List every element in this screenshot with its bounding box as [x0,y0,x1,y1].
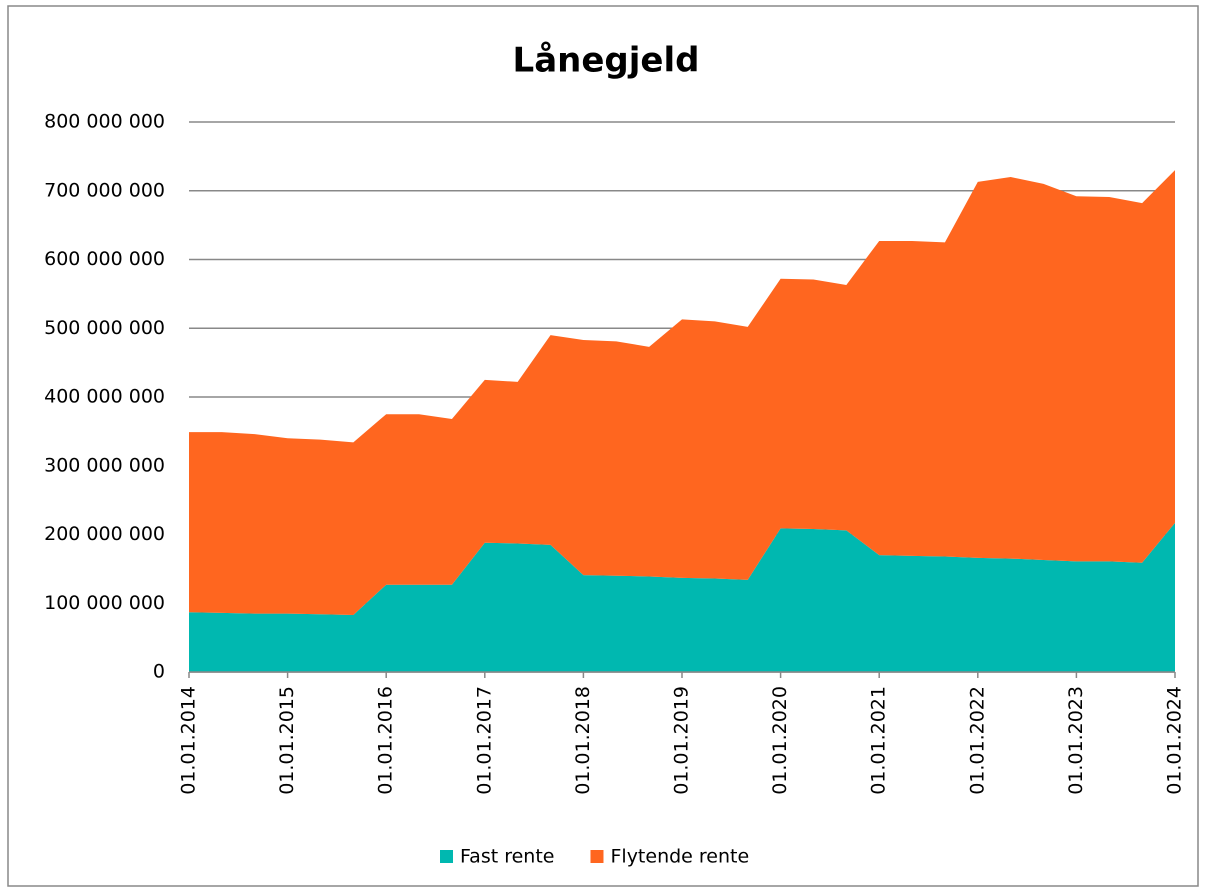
x-tick-label: 01.01.2018 [572,686,594,795]
y-tick-label: 0 [153,661,165,683]
legend-swatch [590,850,604,863]
x-tick-label: 01.01.2023 [1065,686,1087,795]
y-tick-label: 600 000 000 [44,248,165,270]
legend-swatch [440,850,453,863]
y-tick-label: 500 000 000 [44,317,165,339]
x-tick-label: 01.01.2020 [769,686,791,795]
x-tick-label: 01.01.2019 [671,686,693,795]
x-tick-label: 01.01.2021 [868,686,890,795]
legend-label: Flytende rente [610,846,749,868]
x-tick-label: 01.01.2016 [375,686,397,795]
y-tick-label: 300 000 000 [44,454,165,476]
y-tick-label: 400 000 000 [44,386,165,408]
x-tick-label: 01.01.2024 [1164,686,1186,795]
x-tick-label: 01.01.2017 [473,686,495,795]
y-tick-label: 700 000 000 [44,179,165,201]
x-tick-label: 01.01.2022 [966,686,988,795]
chart-title: Lånegjeld [513,41,700,81]
area [189,170,1175,615]
y-tick-label: 200 000 000 [44,523,165,545]
legend-label: Fast rente [460,846,554,868]
y-tick-label: 800 000 000 [44,111,165,133]
y-tick-label: 100 000 000 [44,592,165,614]
x-tick-label: 01.01.2015 [276,686,298,795]
area [189,522,1175,672]
x-tick-label: 01.01.2014 [178,686,200,795]
